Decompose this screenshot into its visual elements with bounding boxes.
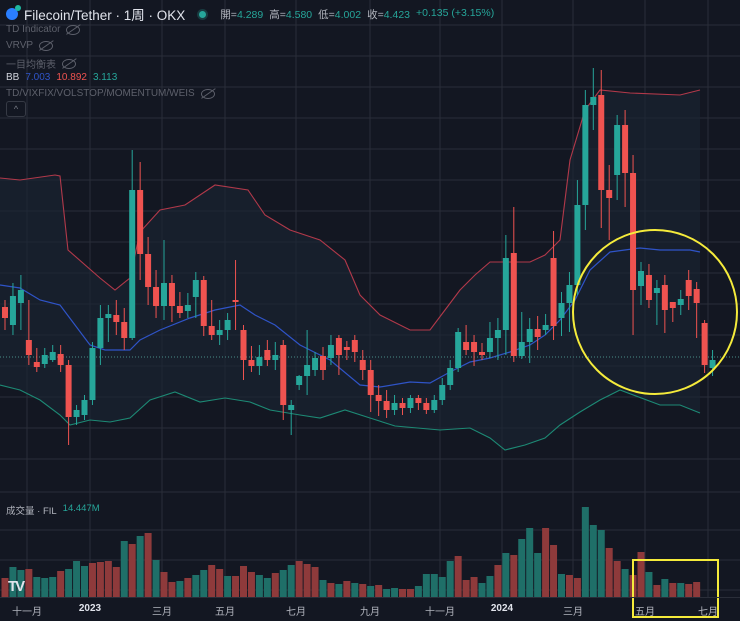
time-axis-label: 七月 (698, 607, 718, 618)
open-value: 4.289 (236, 8, 264, 21)
time-axis-label: 五月 (215, 607, 235, 618)
indicator-bollinger[interactable]: BB 7.003 10.892 3.113 (6, 72, 117, 83)
bb-lower-value: 3.113 (92, 72, 118, 83)
time-axis-label: 五月 (635, 607, 655, 618)
indicator-td-vixfix[interactable]: TD/VIXFIX/VOLSTOP/MOMENTUM/WEIS (6, 88, 215, 99)
low-value: 4.002 (334, 8, 362, 21)
time-axis-label: 2023 (78, 603, 102, 614)
high-value: 4.580 (285, 8, 313, 21)
highlight-rect-annotation[interactable] (632, 559, 719, 618)
indicator-label: TD/VIXFIX/VOLSTOP/MOMENTUM/WEIS (6, 88, 195, 99)
highlight-circle-annotation[interactable] (572, 229, 738, 395)
low-label: 低= (318, 8, 335, 21)
high-label: 高= (269, 8, 286, 21)
bb-upper-value: 10.892 (56, 72, 87, 83)
indicator-label: TD Indicator (6, 24, 61, 35)
time-axis-label: 三月 (563, 607, 583, 618)
price-change: +0.135 (+3.15%) (416, 6, 495, 19)
eye-hidden-icon[interactable] (200, 88, 215, 99)
bollinger-upper-line (0, 89, 701, 331)
bollinger-band-fill (0, 90, 700, 450)
candlestick-series (2, 68, 716, 445)
volume-value: 14.447M (62, 503, 100, 514)
time-axis-label: 七月 (286, 607, 306, 618)
collapse-indicators-button[interactable]: ^ (6, 101, 26, 117)
time-axis[interactable]: 十一月 2023 三月 五月 七月 九月 十一月 2024 三月 五月 七月 (0, 597, 740, 621)
eye-hidden-icon[interactable] (62, 58, 76, 69)
indicator-label: VRVP (6, 40, 34, 51)
time-axis-label: 十一月 (12, 607, 42, 618)
indicator-ichimoku[interactable]: 一目均衡表 (6, 56, 76, 71)
market-open-status-icon (199, 10, 207, 18)
time-axis-label: 三月 (152, 607, 172, 618)
volume-series (1, 507, 701, 597)
time-axis-label: 2024 (490, 603, 514, 614)
chart-header: Filecoin/Tether · 1周 · OKX 開=4.289 高=4.5… (6, 5, 494, 23)
ohlc-values: 開=4.289 高=4.580 低=4.002 收=4.423 +0.135 (… (220, 7, 494, 22)
open-label: 開= (220, 8, 237, 21)
filecoin-logo-icon (6, 5, 21, 20)
tradingview-logo-icon[interactable]: TV (8, 578, 25, 595)
eye-hidden-icon[interactable] (66, 24, 81, 35)
time-axis-label: 九月 (360, 607, 380, 618)
volume-label: 成交量 · FIL (6, 506, 57, 517)
eye-hidden-icon[interactable] (39, 40, 54, 51)
bb-basis-value: 7.003 (25, 72, 51, 83)
indicator-td[interactable]: TD Indicator (6, 24, 81, 35)
time-axis-label: 十一月 (425, 607, 455, 618)
volume-legend[interactable]: 成交量 · FIL 14.447M (6, 503, 100, 517)
indicator-label: 一目均衡表 (6, 60, 56, 71)
indicator-label: BB (6, 72, 20, 83)
close-label: 收= (367, 8, 384, 21)
bollinger-lower-line (0, 384, 701, 451)
indicator-vrvp[interactable]: VRVP (6, 40, 54, 51)
symbol-title[interactable]: Filecoin/Tether · 1周 · OKX (24, 8, 186, 23)
close-value: 4.423 (383, 8, 410, 21)
